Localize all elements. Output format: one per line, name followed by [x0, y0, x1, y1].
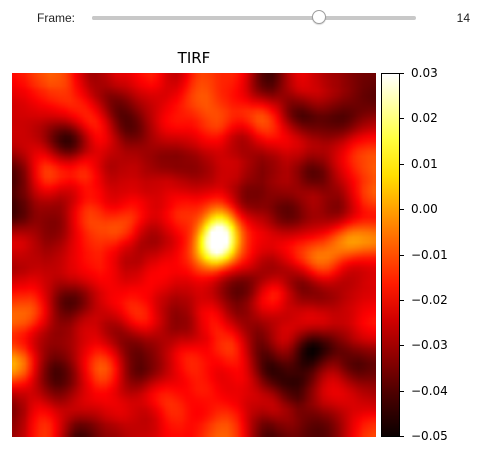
colorbar-tick-label: 0.01: [411, 156, 438, 172]
colorbar-tick-mark: [400, 345, 404, 346]
colorbar: [381, 73, 400, 437]
colorbar-tick-label: 0.02: [411, 110, 438, 126]
colorbar-ticks: 0.03 0.02 0.01 0.00 −0.01 −0.02 −0.03 −0.04 −0.0…: [400, 73, 497, 437]
colorbar-tick-mark: [400, 255, 404, 256]
colorbar-tick-label: 0.00: [411, 201, 438, 217]
colorbar-tick-label: −0.02: [411, 292, 448, 308]
colorbar-tick-mark: [400, 164, 404, 165]
colorbar-tick-mark: [400, 73, 404, 74]
frame-slider-fill: [92, 16, 319, 20]
frame-slider-handle[interactable]: [312, 10, 326, 24]
colorbar-tick-mark: [400, 391, 404, 392]
colorbar-tick-label: −0.01: [411, 247, 448, 263]
colorbar-tick-label: −0.05: [411, 428, 448, 444]
frame-slider-track[interactable]: [92, 16, 416, 20]
plot-title: TIRF: [12, 49, 376, 67]
frame-label: Frame:: [37, 11, 75, 25]
colorbar-tick-mark: [400, 436, 404, 437]
colorbar-tick-mark: [400, 300, 404, 301]
colorbar-tick-label: −0.03: [411, 337, 448, 353]
tirf-heatmap-canvas: [12, 73, 376, 437]
colorbar-tick-mark: [400, 118, 404, 119]
tirf-heatmap-image: [12, 73, 376, 437]
frame-value-readout: 14: [440, 11, 470, 25]
colorbar-tick-label: 0.03: [411, 65, 438, 81]
colorbar-tick-mark: [400, 209, 404, 210]
colorbar-tick-label: −0.04: [411, 383, 448, 399]
frame-slider-row: Frame: 14: [0, 0, 497, 38]
